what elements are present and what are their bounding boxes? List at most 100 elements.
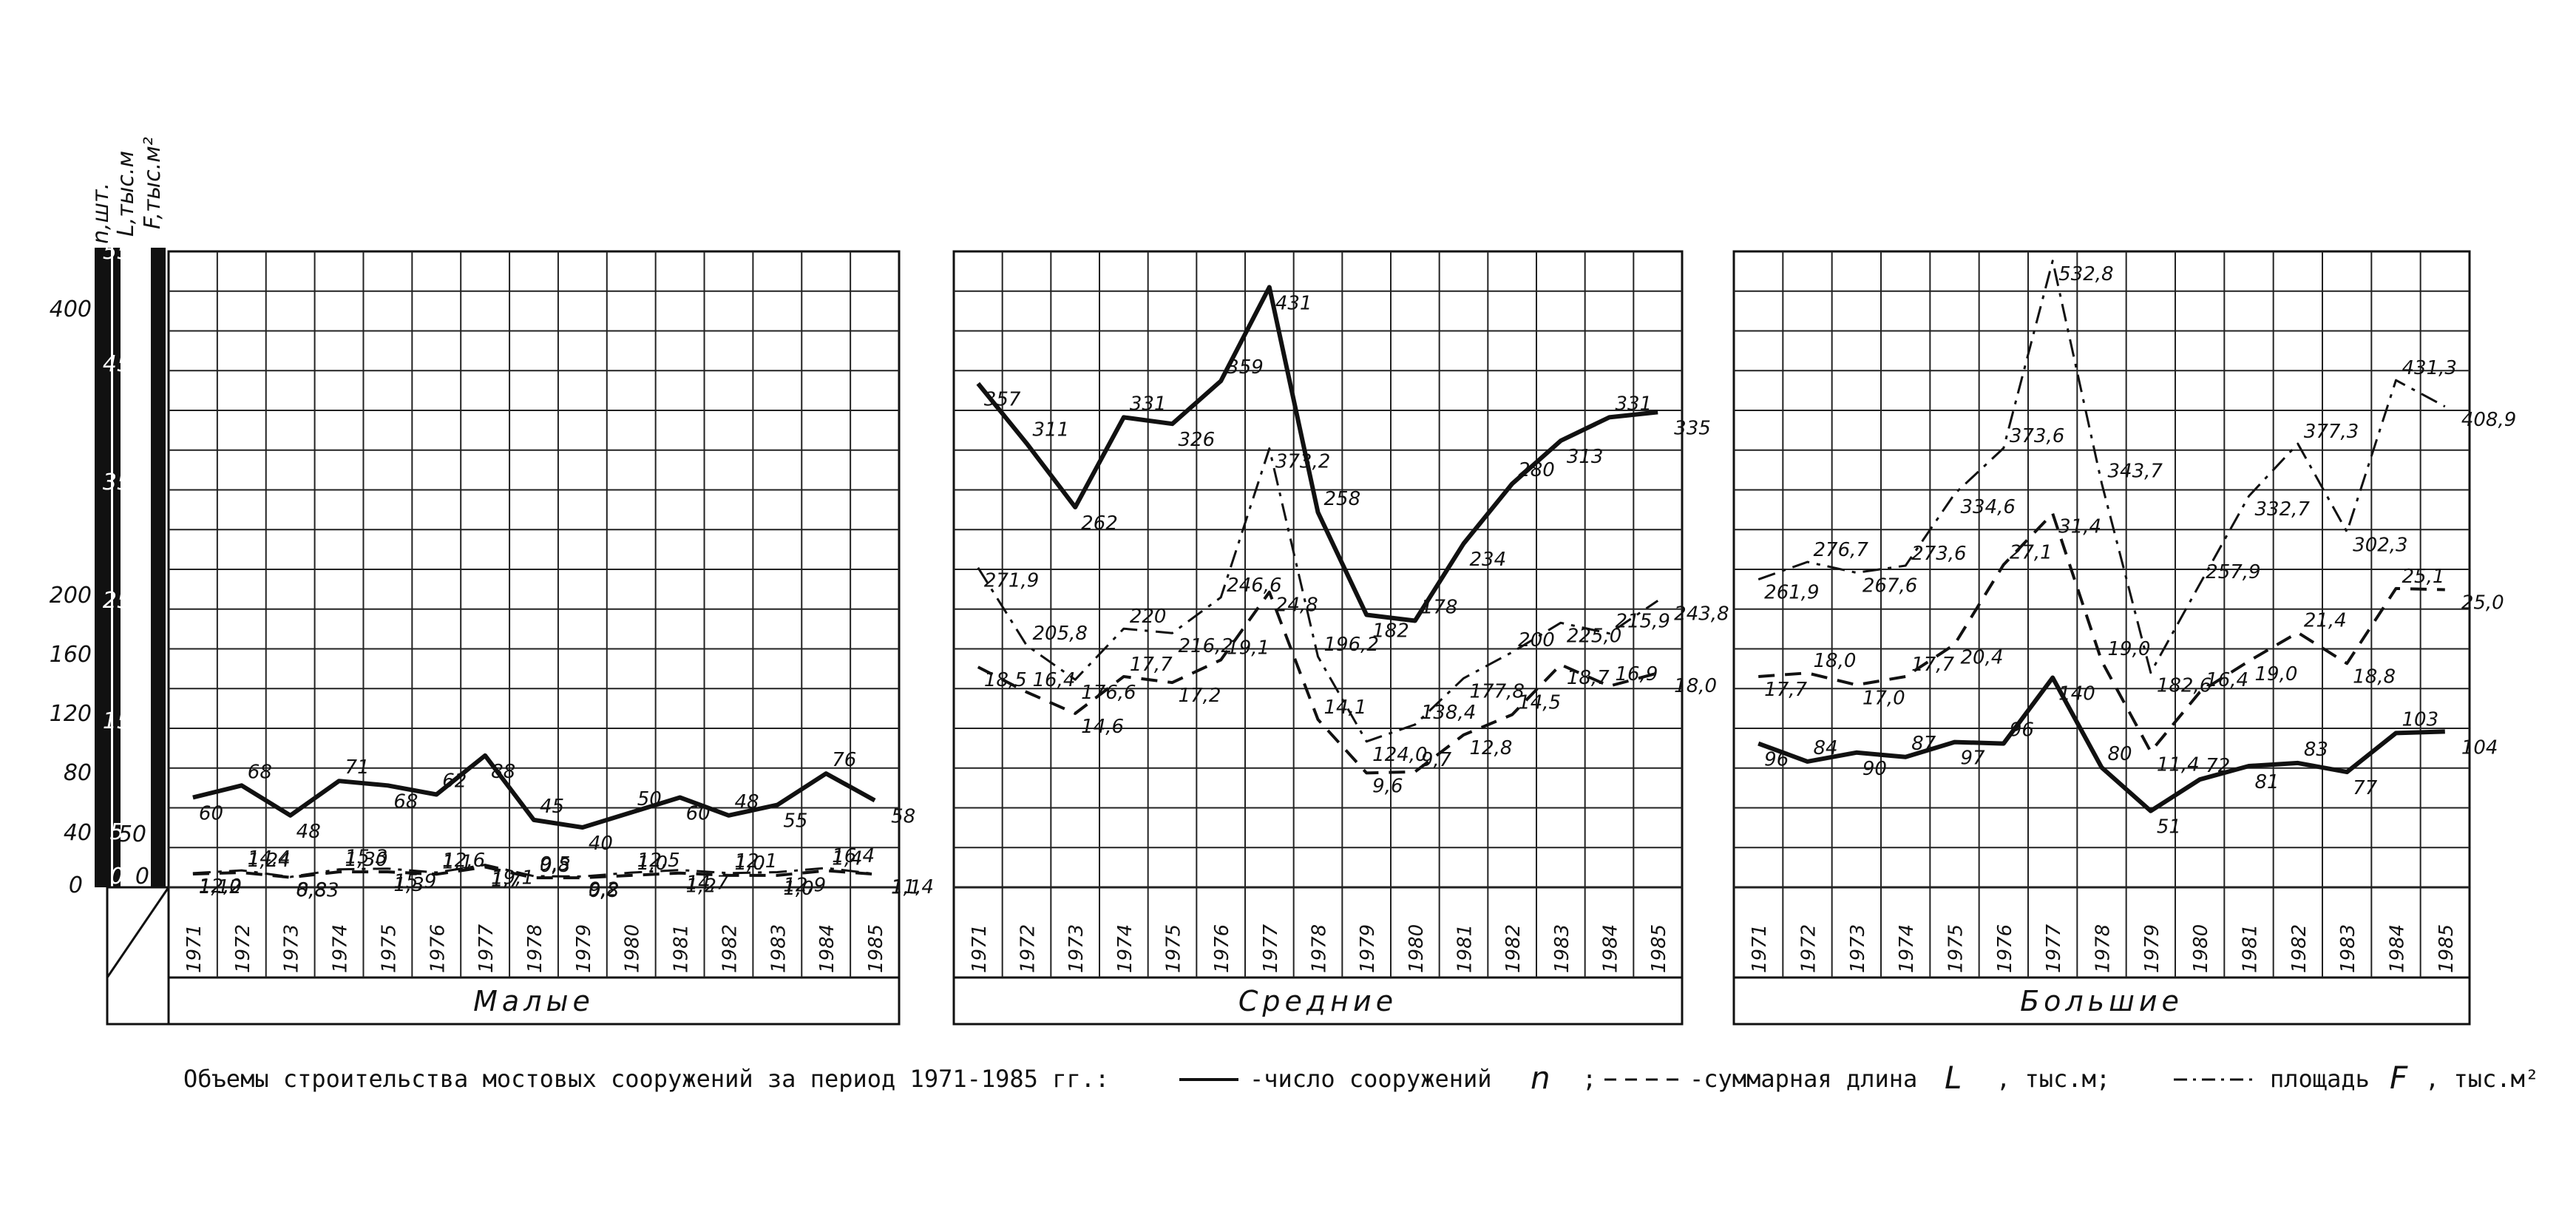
data-label-F: 182,6 [2157, 675, 2211, 697]
data-label-L: 9,7 [1421, 749, 1452, 771]
data-label-n: 84 [1814, 737, 1838, 759]
data-label-n: 77 [2353, 777, 2378, 799]
year-tick-label: 1978 [2092, 924, 2115, 973]
year-tick-label: 1978 [1309, 924, 1331, 973]
l-tick: 25 [103, 588, 131, 614]
group-label: Большие [2020, 985, 2183, 1017]
data-label-F: 220 [1130, 606, 1167, 628]
data-label-F: 243,8 [1674, 603, 1729, 625]
data-label-n: 40 [589, 833, 613, 855]
f-axis-bar [151, 248, 166, 887]
data-label-n: 45 [540, 796, 564, 818]
year-tick-label: 1971 [1749, 924, 1771, 973]
year-tick-label: 1985 [2436, 924, 2458, 973]
data-label-n: 431 [1275, 292, 1312, 314]
year-tick-label: 1984 [1600, 924, 1622, 973]
data-label-F: 332,7 [2255, 498, 2311, 521]
year-tick-label: 1982 [1502, 924, 1525, 973]
data-label-n: 96 [2010, 719, 2034, 742]
data-label-L: 1,4 [832, 847, 862, 870]
series-line-L [192, 865, 875, 880]
data-label-n: 331 [1616, 393, 1653, 415]
f-tick: 50 [118, 821, 146, 847]
data-label-F: 15,9 [393, 871, 436, 893]
year-tick-label: 1982 [719, 924, 741, 973]
data-label-n: 62 [442, 770, 467, 792]
corner-box [106, 886, 170, 1026]
data-label-F: 225,0 [1567, 625, 1621, 647]
series-line-F [192, 864, 875, 878]
data-label-F: 257,9 [2206, 561, 2260, 583]
data-label-n: 81 [2255, 771, 2280, 793]
l-axis-bar [113, 248, 121, 887]
data-label-L: 0,8 [540, 855, 570, 877]
data-label-n: 357 [984, 389, 1021, 411]
year-tick-label: 1973 [1847, 924, 1869, 973]
year-tick-label: 1974 [1114, 924, 1136, 973]
data-label-n: 83 [2304, 739, 2328, 761]
year-tick-label: 1976 [1994, 924, 2016, 973]
n-tick: 120 [50, 701, 92, 727]
data-label-n: 72 [2206, 755, 2230, 777]
data-label-L: 19,1 [1227, 637, 1270, 659]
n-tick: 0 [69, 873, 83, 898]
data-label-F: 19,1 [491, 867, 534, 890]
caption-text: Объемы строительства мостовых сооружений… [183, 1065, 1109, 1093]
data-label-F: 271,9 [984, 570, 1039, 592]
data-label-n: 55 [783, 810, 807, 833]
data-label-L: 14,5 [1518, 692, 1561, 714]
data-label-n: 51 [2157, 816, 2181, 839]
l-tick: 45 [103, 351, 131, 377]
panel-frame [952, 250, 1684, 1026]
year-tick-label: 1978 [524, 924, 546, 973]
l-tick: 15 [103, 708, 131, 734]
data-label-F: 196,2 [1324, 634, 1379, 656]
data-label-n: 87 [1911, 733, 1936, 755]
l-tick: 55 [103, 239, 131, 265]
data-label-n: 60 [686, 803, 711, 825]
year-tick-label: 1973 [281, 924, 303, 973]
data-label-L: 1,1 [891, 876, 921, 898]
data-label-n: 80 [2108, 743, 2132, 765]
data-label-L: 18,7 [1567, 667, 1610, 689]
year-tick-label: 1977 [1260, 924, 1282, 973]
data-label-F: 215,9 [1616, 611, 1670, 633]
year-tick-label: 1976 [1211, 924, 1233, 973]
data-label-n: 103 [2402, 708, 2439, 731]
caption: Объемы строительства мостовых сооружений… [183, 1060, 2539, 1096]
n-axis-title: n,шт. [88, 183, 114, 244]
data-label-n: 182 [1372, 620, 1409, 642]
l-tick: 0 [109, 864, 123, 890]
data-label-F: 12,0 [199, 875, 242, 898]
data-label-n: 48 [734, 791, 759, 813]
n-axis-bar [95, 248, 111, 887]
year-tick-label: 1972 [1798, 924, 1820, 973]
data-label-F: 8,8 [296, 879, 327, 901]
data-label-n: 88 [491, 761, 515, 783]
l-tick: 35 [103, 470, 131, 495]
year-tick-label: 1975 [378, 924, 400, 973]
year-tick-label: 1984 [816, 924, 838, 973]
data-label-F: 12,5 [637, 850, 680, 872]
data-label-F: 200 [1518, 629, 1555, 651]
series-line-n [1758, 675, 2445, 813]
year-tick-label: 1977 [475, 924, 498, 973]
data-label-n: 76 [832, 749, 856, 771]
year-tick-label: 1985 [865, 924, 887, 973]
data-label-n: 68 [248, 761, 272, 783]
panel-1: 1971 1972 1973 1974 1975 1976 1977 1978 1979 1980… [106, 250, 934, 1026]
data-label-F: 246,6 [1227, 575, 1281, 597]
data-label-L: 24,8 [1275, 594, 1318, 617]
data-label-n: 48 [296, 821, 321, 843]
year-tick-label: 1980 [622, 924, 644, 973]
panel-3: 1971 1972 1973 1974 1975 1976 1977 1978 1979 1980… [1732, 250, 2516, 1026]
f-axis-title: F,тыс.м² [140, 137, 166, 229]
data-label-L: 18,0 [1814, 650, 1857, 672]
data-label-n: 359 [1227, 356, 1264, 379]
data-label-L: 31,4 [2058, 515, 2101, 538]
data-label-F: 9,2 [589, 878, 619, 901]
data-label-F: 334,6 [1961, 496, 2016, 518]
data-label-L: 16,4 [1033, 669, 1076, 691]
data-label-n: 311 [1033, 419, 1070, 441]
